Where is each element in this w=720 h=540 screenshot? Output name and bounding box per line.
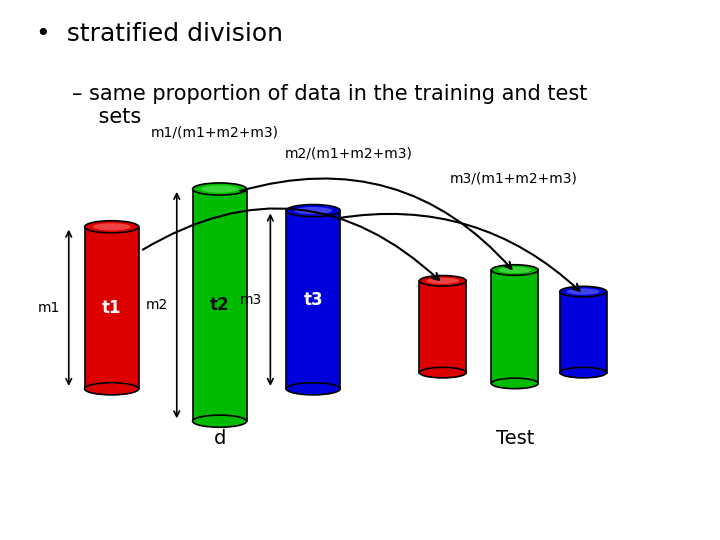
Text: t1: t1: [102, 299, 122, 317]
Ellipse shape: [85, 383, 138, 395]
Text: m2: m2: [146, 298, 168, 312]
Bar: [491, 270, 539, 383]
Ellipse shape: [193, 183, 246, 195]
Ellipse shape: [498, 267, 531, 273]
Ellipse shape: [85, 221, 138, 233]
Text: t3: t3: [303, 291, 323, 309]
Text: m3/(m1+m2+m3): m3/(m1+m2+m3): [450, 171, 578, 185]
Ellipse shape: [294, 207, 332, 214]
Text: Test: Test: [495, 429, 534, 448]
Bar: [287, 211, 340, 389]
Ellipse shape: [560, 286, 606, 297]
Bar: [560, 292, 606, 373]
Ellipse shape: [560, 367, 606, 378]
Text: t2: t2: [210, 296, 230, 314]
Ellipse shape: [287, 205, 340, 217]
Text: m2/(m1+m2+m3): m2/(m1+m2+m3): [284, 147, 413, 161]
Bar: [85, 227, 138, 389]
Text: m3: m3: [240, 293, 262, 307]
Ellipse shape: [93, 223, 130, 231]
Ellipse shape: [419, 275, 467, 286]
Ellipse shape: [419, 367, 467, 378]
Ellipse shape: [193, 415, 246, 427]
Text: m1/(m1+m2+m3): m1/(m1+m2+m3): [151, 125, 279, 139]
Ellipse shape: [491, 378, 538, 389]
Ellipse shape: [491, 265, 538, 275]
Text: •  stratified division: • stratified division: [36, 22, 283, 45]
Ellipse shape: [567, 288, 600, 295]
Ellipse shape: [426, 278, 459, 284]
Bar: [193, 189, 246, 421]
Text: d: d: [213, 429, 226, 448]
Text: – same proportion of data in the training and test
    sets: – same proportion of data in the trainin…: [72, 84, 588, 127]
Bar: [419, 281, 467, 373]
Ellipse shape: [287, 383, 340, 395]
Ellipse shape: [201, 185, 238, 193]
Text: m1: m1: [37, 301, 60, 315]
